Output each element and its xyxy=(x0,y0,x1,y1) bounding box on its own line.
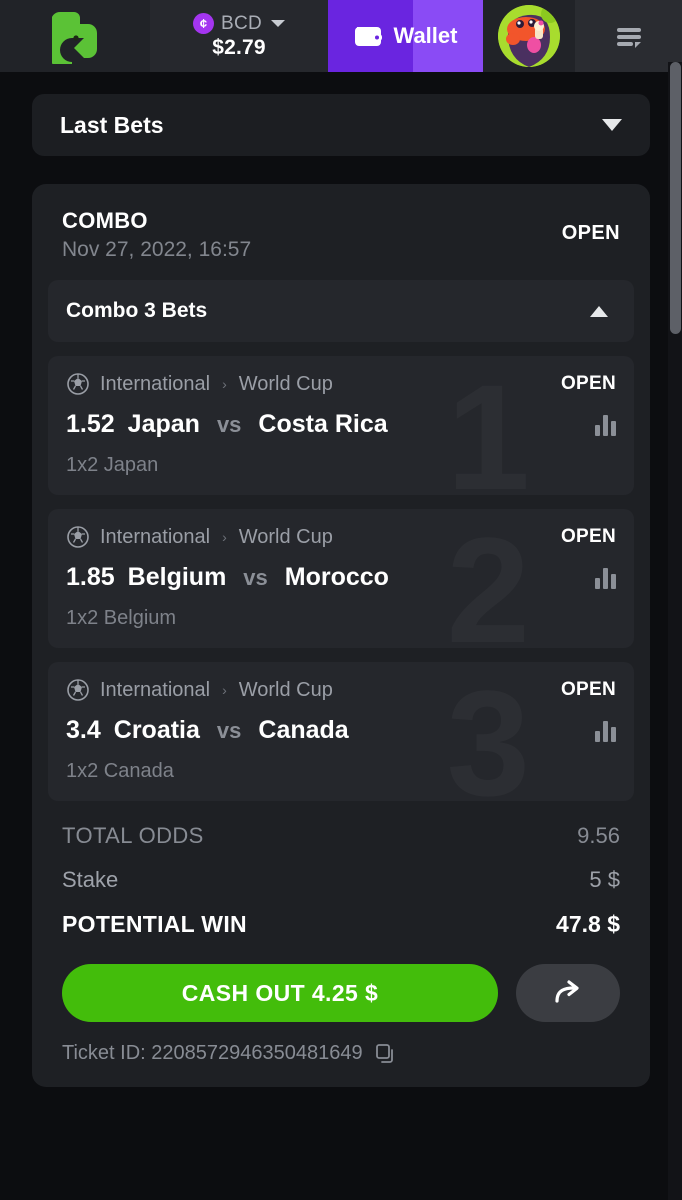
chevron-up-icon[interactable] xyxy=(590,305,608,317)
chevron-down-icon[interactable] xyxy=(602,119,622,131)
last-bets-label: Last Bets xyxy=(60,111,164,138)
bet-row-main: 1.85 Belgium vs Morocco xyxy=(66,563,616,592)
total-odds-row: TOTAL ODDS 9.56 xyxy=(62,823,620,849)
copy-glyph xyxy=(375,1043,393,1063)
avatar-button[interactable] xyxy=(483,0,575,72)
bet-odd: 1.52 xyxy=(66,410,115,438)
bet-market: 1x2 Canada xyxy=(66,760,174,782)
vs-label: vs xyxy=(216,718,242,743)
bet-match: 1.52 Japan vs Costa Rica xyxy=(66,410,388,439)
bet-region: International xyxy=(100,372,211,395)
ticket-status-badge: OPEN xyxy=(561,222,620,244)
bet-row-main: 1.52 Japan vs Costa Rica xyxy=(66,410,616,439)
bet-row-header: International › World Cup OPEN xyxy=(66,678,616,702)
bet-ticket-card: COMBO Nov 27, 2022, 16:57 OPEN Combo 3 B… xyxy=(32,184,650,1087)
currency-code: BCD xyxy=(220,12,262,34)
bet-league-info: International › World Cup xyxy=(66,678,333,702)
bet-status-badge: OPEN xyxy=(560,679,616,700)
bet-row[interactable]: 1 International › World Cup OPEN 1.52 xyxy=(48,356,634,495)
bet-away-team: Canada xyxy=(258,716,349,744)
bet-status-badge: OPEN xyxy=(560,526,616,547)
hamburger-menu-button[interactable] xyxy=(575,0,682,72)
breadcrumb-separator: › xyxy=(222,376,227,392)
ticket-actions: CASH OUT 4.25 $ xyxy=(48,938,634,1022)
bet-row-main: 3.4 Croatia vs Canada xyxy=(66,716,616,745)
bet-odd: 1.85 xyxy=(66,563,115,591)
bet-match: 3.4 Croatia vs Canada xyxy=(66,716,349,745)
bitcasino-logo xyxy=(52,12,97,64)
copy-icon[interactable] xyxy=(375,1043,397,1065)
bet-league-info: International › World Cup xyxy=(66,372,333,396)
ticket-header: COMBO Nov 27, 2022, 16:57 OPEN xyxy=(48,204,634,262)
last-bets-dropdown[interactable]: Last Bets xyxy=(32,94,650,156)
total-odds-value: 9.56 xyxy=(577,823,620,848)
vs-label: vs xyxy=(243,565,268,590)
vs-label: vs xyxy=(216,412,242,437)
bet-league: World Cup xyxy=(238,525,333,548)
bet-match: 1.85 Belgium vs Morocco xyxy=(66,563,389,592)
combo-bets-label: Combo 3 Bets xyxy=(66,299,208,322)
bet-region: International xyxy=(100,678,211,701)
stake-value: 5 $ xyxy=(589,867,620,892)
balance-selector[interactable]: ¢ BCD $2.79 xyxy=(150,0,328,72)
app-header: ¢ BCD $2.79 Wallet xyxy=(0,0,682,72)
share-arrow-icon xyxy=(555,980,579,1003)
bar-chart-icon[interactable] xyxy=(595,567,616,589)
ticket-totals: TOTAL ODDS 9.56 Stake 5 $ POTENTIAL WIN … xyxy=(48,801,634,938)
bet-away-team: Morocco xyxy=(284,563,389,591)
bar-chart-icon[interactable] xyxy=(595,414,616,436)
currency-row: ¢ BCD xyxy=(192,12,285,35)
bet-market: 1x2 Japan xyxy=(66,454,159,476)
bet-league: World Cup xyxy=(238,372,333,395)
bet-odd: 3.4 xyxy=(66,716,101,744)
potential-win-row: POTENTIAL WIN 47.8 $ xyxy=(62,911,620,938)
bet-row-header: International › World Cup OPEN xyxy=(66,372,616,396)
user-avatar xyxy=(498,5,560,67)
bet-market: 1x2 Belgium xyxy=(66,607,177,629)
ticket-header-left: COMBO Nov 27, 2022, 16:57 xyxy=(62,208,251,262)
share-button[interactable] xyxy=(516,964,620,1022)
avatar-illustration xyxy=(498,5,560,67)
bcd-coin-icon: ¢ xyxy=(192,13,214,34)
bet-home-team: Croatia xyxy=(113,716,200,744)
cash-out-button[interactable]: CASH OUT 4.25 $ xyxy=(62,964,498,1022)
hamburger-menu-icon xyxy=(616,28,641,48)
scrollbar-thumb[interactable] xyxy=(670,62,681,334)
wallet-label: Wallet xyxy=(393,23,458,48)
bet-away-team: Costa Rica xyxy=(258,410,388,438)
bet-league: World Cup xyxy=(238,678,333,701)
ticket-type: COMBO xyxy=(62,208,148,233)
breadcrumb-separator: › xyxy=(222,529,227,545)
stake-label: Stake xyxy=(62,867,119,892)
breadcrumb-separator: › xyxy=(222,682,227,698)
soccer-ball-icon xyxy=(67,679,89,701)
page-content: Last Bets COMBO Nov 27, 2022, 16:57 OPEN… xyxy=(0,94,682,1087)
wallet-icon xyxy=(354,27,382,46)
total-odds-label: TOTAL ODDS xyxy=(62,823,204,848)
bet-home-team: Belgium xyxy=(127,563,227,591)
potential-win-value: 47.8 $ xyxy=(556,911,620,937)
soccer-ball-icon xyxy=(67,526,89,548)
bet-row[interactable]: 3 International › World Cup OPEN 3.4 xyxy=(48,662,634,801)
combo-bets-toggle[interactable]: Combo 3 Bets xyxy=(48,280,634,342)
bet-region: International xyxy=(100,525,211,548)
ticket-id-label: Ticket ID: 2208572946350481649 xyxy=(62,1042,363,1064)
logo-button[interactable] xyxy=(0,0,150,72)
stake-row: Stake 5 $ xyxy=(62,867,620,893)
potential-win-label: POTENTIAL WIN xyxy=(62,911,247,937)
bet-row-header: International › World Cup OPEN xyxy=(66,525,616,549)
bet-status-badge: OPEN xyxy=(560,373,616,394)
bet-row[interactable]: 2 International › World Cup OPEN 1.85 xyxy=(48,509,634,648)
soccer-ball-icon xyxy=(67,373,89,395)
chevron-down-icon[interactable] xyxy=(271,20,285,27)
page-scrollbar[interactable] xyxy=(668,62,682,1200)
ticket-date: Nov 27, 2022, 16:57 xyxy=(62,238,252,261)
bet-home-team: Japan xyxy=(127,410,200,438)
bet-league-info: International › World Cup xyxy=(66,525,333,549)
ticket-id-row: Ticket ID: 2208572946350481649 xyxy=(48,1022,634,1065)
balance-amount: $2.79 xyxy=(212,35,266,59)
bar-chart-icon[interactable] xyxy=(595,720,616,742)
wallet-button[interactable]: Wallet xyxy=(328,0,483,72)
